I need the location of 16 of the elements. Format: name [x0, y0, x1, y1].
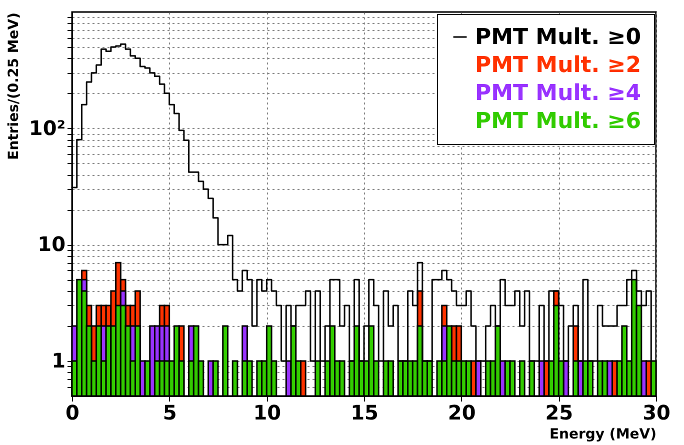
x-tick-label: 0 [66, 400, 80, 424]
text: PMT Mult. ≥4 [475, 81, 642, 106]
legend-label: PMT Mult. ≥0 [475, 25, 642, 50]
x-tick-label: 15 [350, 400, 378, 424]
y-tick-label: 10² [28, 116, 66, 140]
x-tick-label: 20 [448, 400, 476, 424]
x-tick-label: 30 [642, 400, 670, 424]
x-tick-label: 25 [545, 400, 574, 424]
y-tick-label: 10 [38, 232, 66, 256]
x-tick-label: 5 [162, 400, 177, 424]
text: PMT Mult. ≥6 [475, 109, 642, 134]
x-axis-title: Energy (MeV) [549, 426, 656, 442]
text: PMT Mult. ≥2 [475, 53, 642, 78]
y-axis-title: Entries/(0.25 MeV) [6, 12, 22, 160]
y-tick-label: 1 [52, 348, 66, 372]
x-tick-label: 10 [253, 400, 282, 424]
